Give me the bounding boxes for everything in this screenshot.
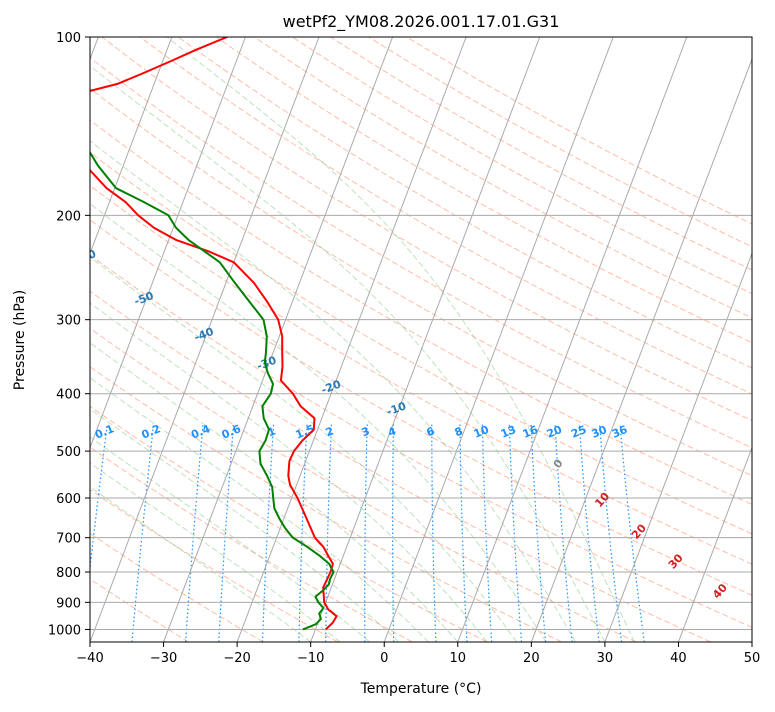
y-tick-label: 800 xyxy=(56,566,81,581)
x-tick-label: −20 xyxy=(223,651,250,666)
y-axis-label: Pressure (hPa) xyxy=(12,290,28,390)
x-tick-label: −10 xyxy=(297,651,324,666)
x-tick-label: 30 xyxy=(597,651,614,666)
x-tick-label: 20 xyxy=(523,651,540,666)
x-tick-label: 0 xyxy=(380,651,388,666)
x-axis-label: Temperature (°C) xyxy=(360,681,482,697)
y-tick-label: 700 xyxy=(56,532,81,547)
y-tick-label: 200 xyxy=(56,209,81,224)
y-tick-label: 1000 xyxy=(48,623,81,638)
x-tick-label: 40 xyxy=(670,651,687,666)
y-tick-label: 100 xyxy=(56,31,81,46)
x-tick-label: 50 xyxy=(744,651,761,666)
y-tick-label: 400 xyxy=(56,388,81,403)
x-tick-label: 10 xyxy=(450,651,467,666)
x-tick-label: −40 xyxy=(76,651,103,666)
x-tick-label: −30 xyxy=(150,651,177,666)
chart-title: wetPf2_YM08.2026.001.17.01.G31 xyxy=(283,12,560,32)
y-tick-label: 900 xyxy=(56,596,81,611)
y-tick-label: 300 xyxy=(56,314,81,329)
y-tick-label: 600 xyxy=(56,492,81,507)
y-tick-label: 500 xyxy=(56,445,81,460)
